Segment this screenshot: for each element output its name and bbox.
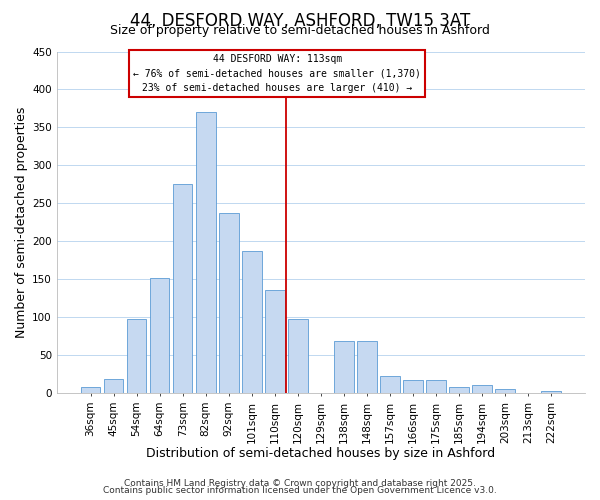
Bar — [127, 320, 146, 393]
Bar — [449, 387, 469, 393]
Bar — [380, 376, 400, 393]
Bar — [265, 290, 284, 393]
Bar — [173, 184, 193, 393]
Text: Contains HM Land Registry data © Crown copyright and database right 2025.: Contains HM Land Registry data © Crown c… — [124, 478, 476, 488]
X-axis label: Distribution of semi-detached houses by size in Ashford: Distribution of semi-detached houses by … — [146, 447, 496, 460]
Bar — [496, 390, 515, 393]
Text: Contains public sector information licensed under the Open Government Licence v3: Contains public sector information licen… — [103, 486, 497, 495]
Bar — [288, 320, 308, 393]
Bar — [150, 278, 169, 393]
Text: 44 DESFORD WAY: 113sqm
← 76% of semi-detached houses are smaller (1,370)
23% of : 44 DESFORD WAY: 113sqm ← 76% of semi-det… — [133, 54, 421, 94]
Bar — [472, 386, 492, 393]
Bar — [334, 342, 354, 393]
Text: 44, DESFORD WAY, ASHFORD, TW15 3AT: 44, DESFORD WAY, ASHFORD, TW15 3AT — [130, 12, 470, 30]
Bar — [196, 112, 215, 393]
Bar — [242, 251, 262, 393]
Y-axis label: Number of semi-detached properties: Number of semi-detached properties — [15, 106, 28, 338]
Bar — [81, 387, 100, 393]
Bar — [426, 380, 446, 393]
Bar — [403, 380, 423, 393]
Bar — [104, 380, 124, 393]
Bar — [541, 391, 561, 393]
Text: Size of property relative to semi-detached houses in Ashford: Size of property relative to semi-detach… — [110, 24, 490, 37]
Bar — [219, 213, 239, 393]
Bar — [357, 342, 377, 393]
